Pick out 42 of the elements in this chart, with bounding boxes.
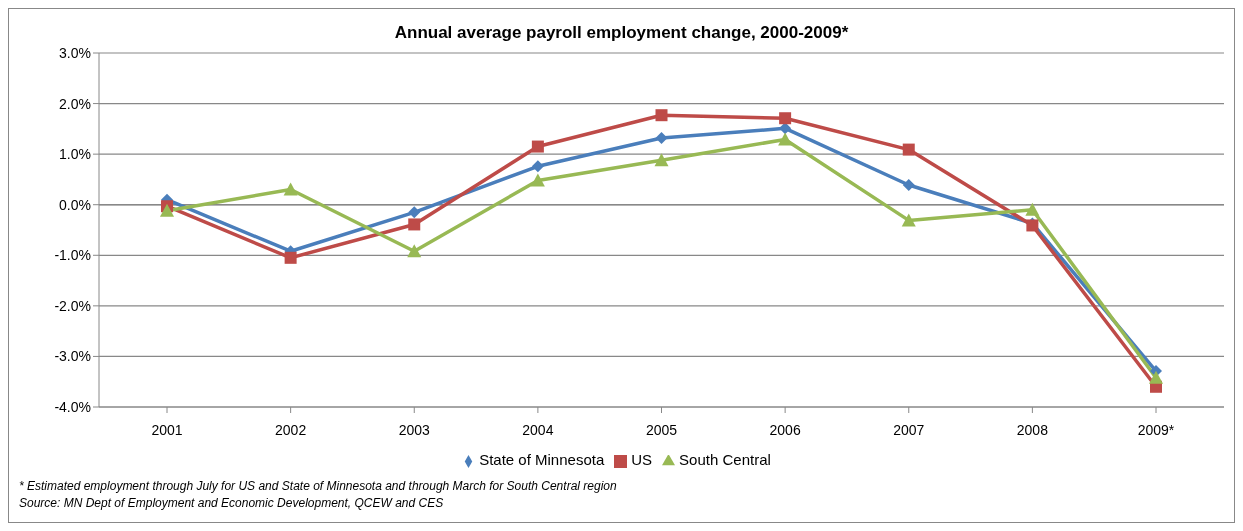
y-tick-label: -2.0%	[54, 297, 91, 314]
point	[1025, 202, 1040, 216]
y-tick-label: 0.0%	[59, 196, 91, 213]
point	[779, 112, 792, 125]
point	[407, 244, 422, 258]
point	[655, 109, 668, 122]
legend-label: South Central	[679, 451, 771, 468]
x-tick-label: 2001	[151, 421, 183, 438]
point	[160, 203, 174, 217]
legend-label: State of Minnesota	[479, 451, 605, 468]
point	[283, 182, 298, 196]
x-tick-label: 2006	[769, 421, 801, 438]
text: * Estimated employment through July for US and State of Minnesota and through March for South Central region	[19, 478, 617, 495]
x-tick-label: 2007	[893, 421, 925, 438]
chart-title: Annual average payroll employment change, 2000-2009*	[393, 23, 850, 43]
x-tick-label: 2003	[398, 421, 431, 438]
y-tick-label: 1.0%	[59, 146, 91, 163]
point	[531, 160, 544, 173]
point	[1149, 370, 1163, 384]
legend-label: US	[631, 451, 653, 468]
y-tick-label: 3.0%	[59, 44, 91, 61]
point	[408, 218, 421, 231]
point	[778, 132, 793, 146]
x-tick-label: 2005	[645, 421, 678, 438]
x-tick-label: 2002	[275, 421, 307, 438]
x-tick-label: 2004	[522, 421, 554, 438]
point	[531, 140, 544, 153]
y-tick-label: -4.0%	[54, 398, 91, 415]
y-tick-label: 2.0%	[59, 95, 91, 112]
point	[902, 178, 915, 191]
y-tick-label: -1.0%	[54, 247, 91, 264]
x-tick-label: 2009*	[1137, 421, 1175, 438]
source-note: Source: MN Dept of Employment and Economic Development, QCEW and CES	[19, 495, 445, 512]
point	[284, 251, 297, 264]
point	[654, 153, 669, 167]
y-tick-label: -3.0%	[54, 348, 91, 365]
point	[901, 213, 916, 227]
point	[902, 143, 915, 156]
point	[530, 173, 545, 187]
point	[655, 131, 668, 144]
point	[408, 206, 421, 219]
x-tick-label: 2008	[1016, 421, 1049, 438]
